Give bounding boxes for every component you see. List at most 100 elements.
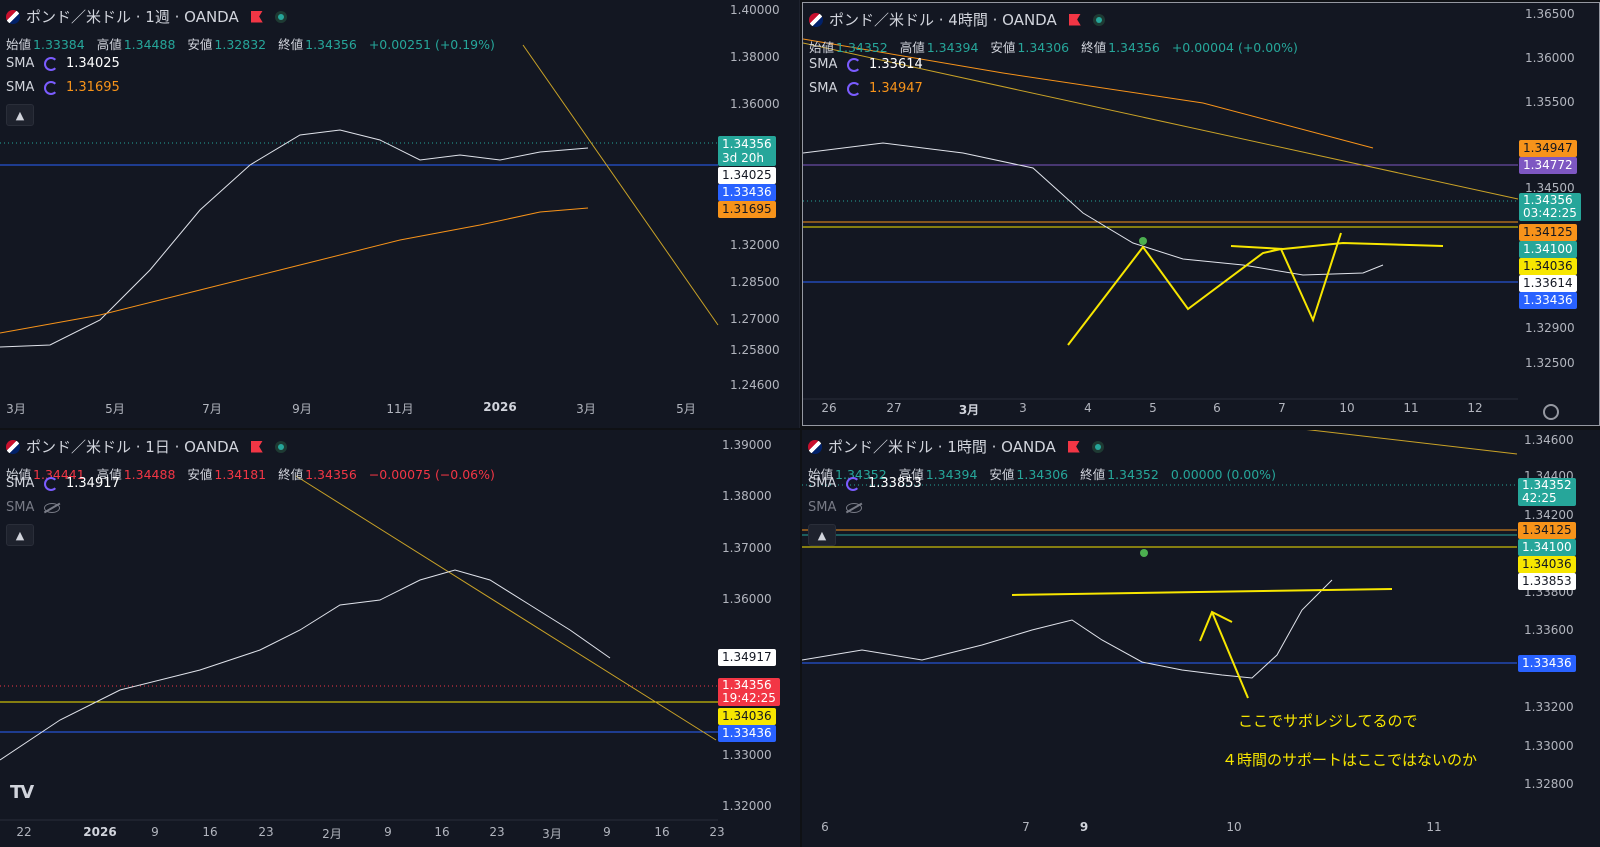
line-price-tag: 1.33436 (1519, 292, 1577, 309)
chart-pane-weekly[interactable]: ポンド／米ドル · 1週 · OANDA 始値 1.33384 高値 1.34488… (0, 0, 800, 428)
low-value: 1.34181 (214, 467, 267, 482)
red-flag-icon[interactable] (250, 10, 263, 23)
price-axis-label: 1.33000 (722, 748, 772, 762)
chart-pane-1h[interactable]: ポンド／米ドル · 1時間 · OANDA 始値 1.34352 高値 1.3439… (802, 430, 1600, 847)
ohlc-row: 始値 1.34352 高値 1.34394 安値 1.34306 終値 1.34352 … (808, 464, 1284, 483)
line-price-tag: 1.33436 (718, 184, 776, 201)
high-value: 1.34488 (123, 467, 176, 482)
sma-value: 1.33614 (869, 57, 923, 72)
tag-price: 1.34352 (1522, 478, 1572, 492)
drawing-arrow (1199, 610, 1233, 642)
last-price-tag: 1.34352 42:25 (1518, 478, 1576, 506)
sma-refresh-icon[interactable] (847, 57, 861, 72)
sma-refresh-icon[interactable] (847, 81, 861, 96)
sma-label: SMA (6, 500, 35, 515)
chevron-up-icon[interactable]: ▲ (808, 524, 836, 546)
chart-canvas-daily[interactable] (0, 430, 800, 847)
time-axis-label: 9 (1079, 820, 1089, 834)
tag-price: 1.34356 (722, 678, 772, 692)
time-axis-label: 3月 (542, 827, 562, 841)
sma-indicator-1[interactable]: SMA 1.34025 (6, 56, 120, 71)
symbol-title[interactable]: ポンド／米ドル · 1週 · OANDA (26, 8, 239, 26)
sma-indicator-2[interactable]: SMA 1.34947 (809, 81, 923, 96)
sma-white-line (802, 579, 1333, 679)
sma-indicator-2[interactable]: SMA (808, 500, 862, 515)
chevron-up-icon[interactable]: ▲ (6, 524, 34, 546)
tag-countdown: 19:42:25 (722, 691, 776, 705)
eye-hidden-icon[interactable] (846, 502, 862, 513)
chart-pane-daily[interactable]: ポンド／米ドル · 1日 · OANDA 始値 1.34441 高値 1.34488… (0, 430, 800, 847)
time-axis-label: 10 (1339, 401, 1355, 415)
sma-refresh-icon[interactable] (44, 80, 58, 95)
symbol-title[interactable]: ポンド／米ドル · 1日 · OANDA (26, 438, 239, 456)
last-price-tag: 1.34356 19:42:25 (718, 678, 780, 706)
line-price-tag: 1.33436 (1518, 655, 1576, 672)
red-flag-icon[interactable] (250, 440, 263, 453)
sma-value: 1.34025 (66, 56, 120, 71)
change-value: 0.00000 (0.00%) (1170, 467, 1276, 482)
annotation-text-1[interactable]: ここでサポレジしてるので (1238, 712, 1418, 730)
line-price-tag: 1.34036 (1519, 258, 1577, 275)
price-axis-label: 1.28500 (730, 275, 780, 289)
sma-refresh-icon[interactable] (846, 476, 860, 491)
time-axis-label: 9月 (292, 402, 312, 416)
annotation-text-2[interactable]: ４時間のサポートはここではないのか (1222, 751, 1478, 769)
chart-canvas-weekly[interactable] (0, 0, 800, 428)
sma-indicator-1[interactable]: SMA 1.34917 (6, 476, 120, 491)
sma-orange-line (0, 207, 589, 334)
price-axis-label: 1.27000 (730, 312, 780, 326)
time-axis-label: 9 (151, 825, 159, 839)
sma-white-line (803, 142, 1384, 276)
sma-indicator-1[interactable]: SMA 1.33853 (808, 476, 922, 491)
chart-pane-4h[interactable]: ポンド／米ドル · 4時間 · OANDA 始値 1.34352 高値 1.3439… (802, 2, 1600, 426)
marker-dot (1140, 549, 1148, 557)
sma-indicator-2[interactable]: SMA 1.31695 (6, 80, 120, 95)
close-label: 終値 (278, 37, 304, 52)
sma-price-tag: 1.33853 (1518, 573, 1576, 590)
open-value: 1.33384 (33, 37, 85, 52)
sma-indicator-2[interactable]: SMA (6, 500, 60, 515)
chart-title[interactable]: ポンド／米ドル · 4時間 · OANDA (809, 9, 1105, 30)
open-label: 始値 (809, 40, 835, 55)
chart-canvas-4h[interactable] (803, 3, 1600, 426)
price-axis-label: 1.36000 (1525, 51, 1575, 65)
eye-hidden-icon[interactable] (44, 502, 60, 513)
time-axis-label: 2026 (83, 825, 117, 839)
chart-canvas-1h[interactable] (802, 430, 1600, 847)
chart-title[interactable]: ポンド／米ドル · 1時間 · OANDA (808, 436, 1104, 457)
price-axis-label: 1.32800 (1524, 777, 1574, 791)
time-axis-label: 3月 (576, 402, 596, 416)
time-axis-label: 9 (603, 825, 611, 839)
time-axis-label: 3 (1019, 401, 1027, 415)
low-value: 1.32832 (214, 37, 267, 52)
price-axis-label: 1.34500 (1525, 181, 1575, 195)
symbol-title[interactable]: ポンド／米ドル · 4時間 · OANDA (829, 11, 1057, 29)
line-price-tag: 1.34125 (1518, 522, 1576, 539)
price-axis-label: 1.33000 (1524, 739, 1574, 753)
sma-refresh-icon[interactable] (44, 56, 58, 71)
settings-gear-icon[interactable] (1543, 404, 1559, 420)
time-axis-label: 23 (709, 825, 725, 839)
sma-indicator-1[interactable]: SMA 1.33614 (809, 57, 923, 72)
tradingview-logo-icon[interactable]: TV (10, 782, 34, 803)
chevron-up-icon[interactable]: ▲ (6, 104, 34, 126)
chart-title[interactable]: ポンド／米ドル · 1週 · OANDA (6, 6, 287, 27)
high-label: 高値 (96, 467, 122, 482)
price-axis-label: 1.32500 (1525, 356, 1575, 370)
time-axis-label: 5月 (676, 402, 696, 416)
gbp-usd-flag-icon (808, 439, 822, 454)
time-axis-label: 7 (1278, 401, 1286, 415)
high-value: 1.34394 (925, 467, 978, 482)
line-price-tag: 1.33436 (718, 725, 776, 742)
trendline (803, 42, 1519, 200)
symbol-title[interactable]: ポンド／米ドル · 1時間 · OANDA (828, 438, 1056, 456)
last-price-tag: 1.34356 3d 20h (718, 136, 776, 166)
red-flag-icon[interactable] (1068, 13, 1081, 26)
sma-refresh-icon[interactable] (44, 476, 58, 491)
sma-price-tag: 1.34947 (1519, 140, 1577, 157)
time-axis-label: 3月 (6, 402, 26, 416)
line-price-tag: 1.34772 (1519, 157, 1577, 174)
chart-title[interactable]: ポンド／米ドル · 1日 · OANDA (6, 436, 287, 457)
red-flag-icon[interactable] (1067, 440, 1080, 453)
close-value: 1.34356 (305, 37, 357, 52)
